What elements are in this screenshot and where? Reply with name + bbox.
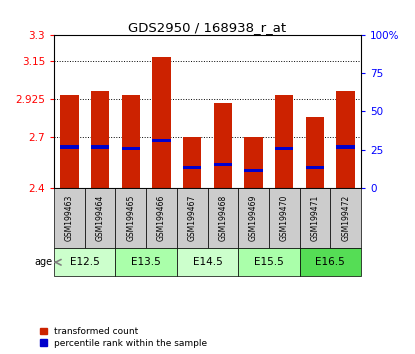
Bar [60, 145, 78, 149]
Bar [275, 147, 293, 150]
Bar [122, 147, 140, 150]
Bar [177, 249, 238, 276]
Bar [183, 166, 201, 169]
Text: GSM199467: GSM199467 [188, 195, 197, 241]
Bar [60, 95, 78, 188]
Bar [91, 91, 109, 188]
Bar [183, 137, 201, 188]
Text: E13.5: E13.5 [131, 257, 161, 267]
Text: E14.5: E14.5 [193, 257, 222, 267]
Text: E12.5: E12.5 [70, 257, 100, 267]
Bar [300, 188, 330, 249]
Bar [115, 249, 177, 276]
Bar [244, 137, 263, 188]
Bar [115, 188, 146, 249]
Bar [146, 188, 177, 249]
Bar [238, 188, 269, 249]
Text: GSM199471: GSM199471 [310, 195, 320, 241]
Text: GSM199469: GSM199469 [249, 195, 258, 241]
Bar [269, 188, 300, 249]
Bar [275, 95, 293, 188]
Text: E16.5: E16.5 [315, 257, 345, 267]
Bar [306, 166, 324, 169]
Bar [244, 169, 263, 172]
Bar [330, 188, 361, 249]
Bar [337, 91, 355, 188]
Bar [122, 95, 140, 188]
Bar [152, 57, 171, 188]
Bar [306, 116, 324, 188]
Bar [214, 103, 232, 188]
Legend: transformed count, percentile rank within the sample: transformed count, percentile rank withi… [38, 325, 209, 349]
Bar [54, 188, 85, 249]
Text: GSM199465: GSM199465 [126, 195, 135, 241]
Bar [337, 145, 355, 149]
Text: GSM199468: GSM199468 [218, 195, 227, 241]
Bar [208, 188, 238, 249]
Text: GSM199466: GSM199466 [157, 195, 166, 241]
Text: age: age [34, 257, 52, 267]
Text: GSM199470: GSM199470 [280, 195, 289, 241]
Text: E15.5: E15.5 [254, 257, 284, 267]
Bar [85, 188, 115, 249]
Text: GSM199472: GSM199472 [341, 195, 350, 241]
Bar [177, 188, 208, 249]
Bar [214, 163, 232, 166]
Bar [238, 249, 300, 276]
Text: GSM199464: GSM199464 [95, 195, 105, 241]
Bar [300, 249, 361, 276]
Bar [91, 145, 109, 149]
Text: GSM199463: GSM199463 [65, 195, 74, 241]
Bar [54, 249, 115, 276]
Title: GDS2950 / 168938_r_at: GDS2950 / 168938_r_at [128, 21, 287, 34]
Bar [152, 138, 171, 142]
